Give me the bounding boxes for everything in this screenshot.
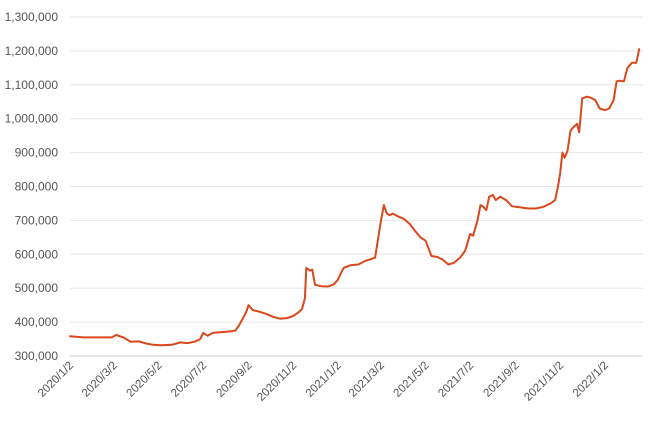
y-tick-label: 1,000,000 — [5, 112, 59, 126]
x-tick-label: 2020/1/2 — [36, 360, 76, 400]
x-axis-ticks: 2020/1/2 2020/3/2 2020/5/2 2020/7/2 2020/9/2… — [36, 360, 611, 404]
x-tick-label: 2020/11/2 — [255, 360, 299, 404]
x-tick-label: 2021/11/2 — [522, 360, 566, 404]
x-tick-label: 2021/9/2 — [482, 360, 522, 400]
x-tick-label: 2021/1/2 — [304, 360, 344, 400]
y-tick-label: 900,000 — [15, 146, 59, 160]
y-tick-label: 300,000 — [15, 349, 59, 363]
x-tick-label: 2021/5/2 — [392, 360, 432, 400]
series-layer — [69, 48, 641, 347]
x-tick-label: 2020/3/2 — [80, 360, 120, 400]
x-tick-label: 2020/7/2 — [169, 360, 209, 400]
y-tick-label: 1,100,000 — [5, 78, 59, 92]
x-tick-label: 2020/5/2 — [125, 360, 165, 400]
y-axis-ticks: 300,000 400,000 500,000 600,000 700,000 800,0… — [5, 10, 59, 363]
y-tick-label: 700,000 — [15, 213, 59, 227]
x-tick-label: 2021/7/2 — [436, 360, 476, 400]
y-tick-label: 1,300,000 — [5, 10, 59, 24]
x-tick-label: 2022/1/2 — [571, 360, 611, 400]
x-tick-label: 2021/3/2 — [347, 360, 387, 400]
y-tick-label: 1,200,000 — [5, 44, 59, 58]
y-tick-label: 600,000 — [15, 247, 59, 261]
series-line — [69, 48, 641, 347]
y-tick-label: 800,000 — [15, 180, 59, 194]
y-tick-label: 500,000 — [15, 281, 59, 295]
y-tick-label: 400,000 — [15, 315, 59, 329]
gridlines — [70, 16, 643, 357]
x-tick-label: 2020/9/2 — [215, 360, 255, 400]
